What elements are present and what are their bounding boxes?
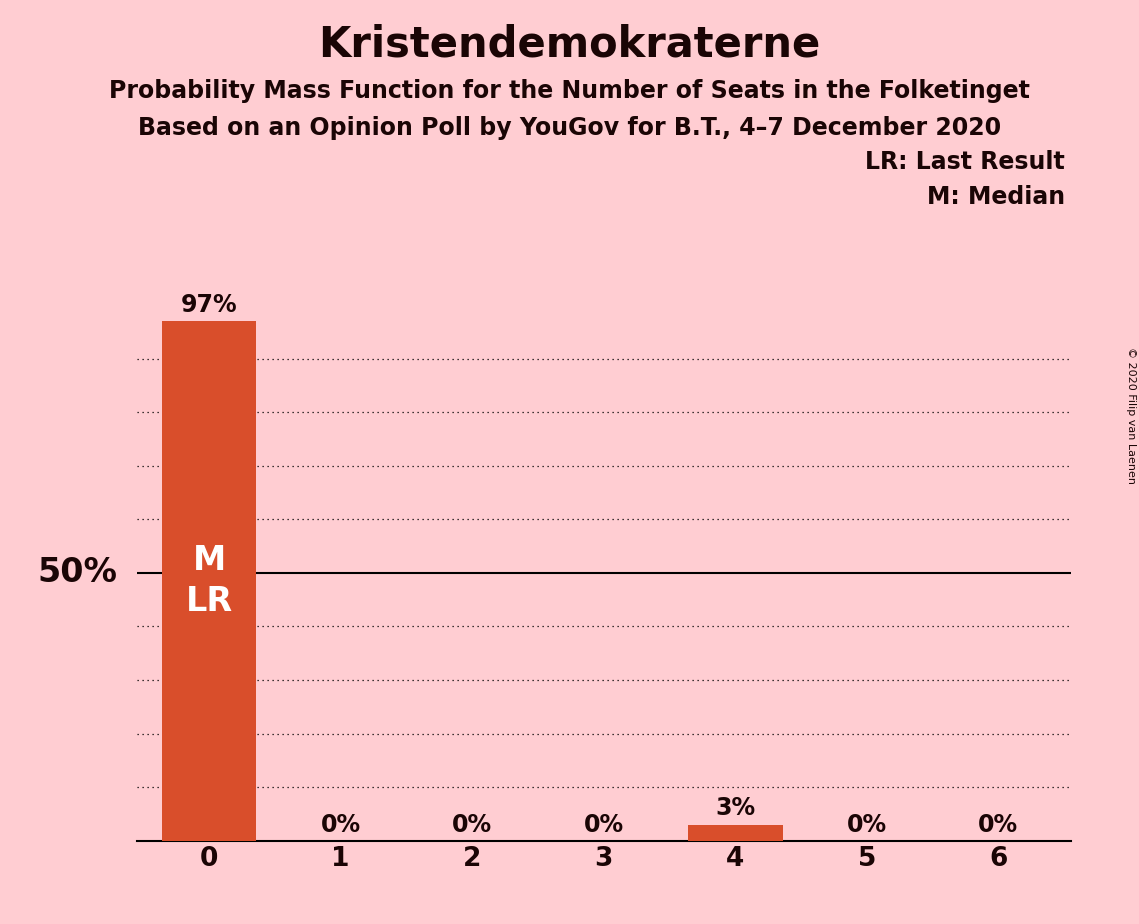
Text: Probability Mass Function for the Number of Seats in the Folketinget: Probability Mass Function for the Number… [109, 79, 1030, 103]
Text: Based on an Opinion Poll by YouGov for B.T., 4–7 December 2020: Based on an Opinion Poll by YouGov for B… [138, 116, 1001, 140]
Text: 0%: 0% [320, 812, 361, 836]
Bar [162, 321, 256, 841]
Text: 97%: 97% [181, 293, 237, 317]
Text: 0%: 0% [583, 812, 624, 836]
Text: © 2020 Filip van Laenen: © 2020 Filip van Laenen [1126, 347, 1136, 484]
Text: Kristendemokraterne: Kristendemokraterne [319, 23, 820, 65]
Text: 0%: 0% [978, 812, 1018, 836]
Text: M
LR: M LR [186, 544, 232, 618]
Bar [688, 825, 782, 841]
Text: M: Median: M: Median [927, 185, 1065, 209]
Text: 0%: 0% [846, 812, 887, 836]
Text: 50%: 50% [38, 556, 117, 590]
Text: 0%: 0% [452, 812, 492, 836]
Text: LR: Last Result: LR: Last Result [866, 150, 1065, 174]
Text: 3%: 3% [715, 796, 755, 821]
